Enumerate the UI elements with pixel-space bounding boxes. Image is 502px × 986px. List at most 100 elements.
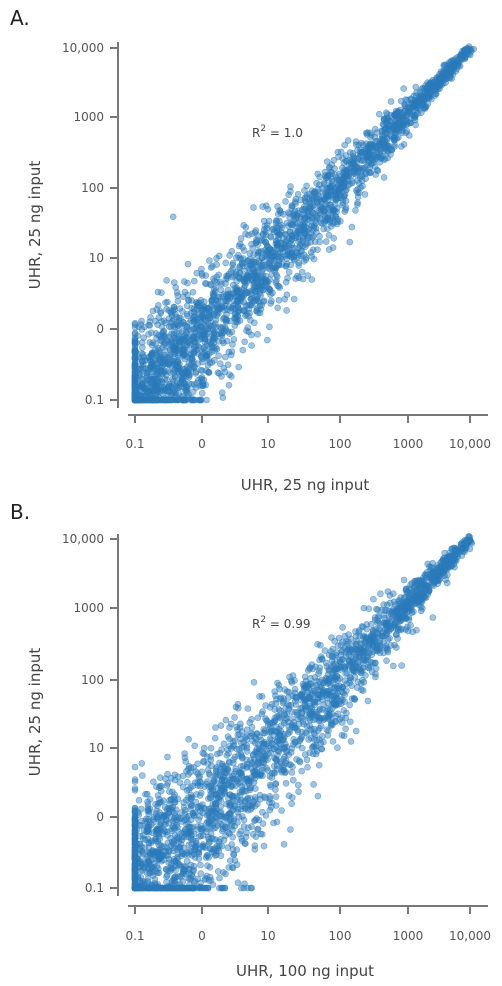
data-point: [418, 85, 426, 93]
data-point: [315, 761, 323, 769]
data-point: [212, 724, 219, 731]
data-point: [259, 708, 266, 715]
data-point: [325, 651, 333, 659]
data-point: [204, 852, 211, 860]
data-point: [222, 259, 229, 267]
data-point: [205, 809, 213, 816]
data-point: [145, 330, 152, 338]
data-point: [244, 806, 252, 814]
data-point: [156, 822, 163, 830]
data-point: [289, 776, 297, 784]
data-point: [181, 336, 189, 344]
y-tick-label: 10: [89, 251, 104, 265]
data-point: [288, 769, 296, 776]
data-point: [316, 173, 324, 181]
data-point: [287, 183, 294, 190]
data-point: [170, 279, 178, 286]
data-point: [287, 826, 294, 833]
data-point: [329, 244, 337, 251]
data-point: [376, 140, 384, 148]
data-point: [207, 309, 215, 316]
data-point: [220, 364, 228, 372]
data-point: [131, 329, 139, 337]
data-point: [165, 315, 173, 322]
data-point: [317, 722, 325, 730]
data-point: [292, 275, 299, 282]
data-point: [388, 615, 395, 623]
data-point: [131, 776, 139, 783]
data-point: [251, 739, 259, 747]
data-point: [340, 176, 348, 183]
data-point: [162, 299, 169, 307]
data-point: [295, 757, 303, 765]
data-point: [285, 751, 293, 759]
data-point: [263, 221, 271, 229]
data-point: [193, 325, 201, 332]
data-point: [301, 702, 309, 710]
data-point: [192, 370, 200, 377]
data-point: [248, 331, 255, 339]
data-point: [384, 136, 391, 143]
data-point: [146, 322, 154, 329]
data-point: [181, 288, 189, 296]
data-point: [325, 232, 333, 239]
data-point: [274, 304, 282, 312]
data-point: [211, 734, 219, 742]
data-point: [175, 349, 183, 357]
data-point: [185, 736, 192, 743]
data-point: [288, 708, 296, 715]
data-point: [300, 257, 308, 265]
data-point: [225, 381, 233, 389]
data-point: [219, 394, 227, 401]
data-point: [159, 344, 166, 351]
data-point: [232, 305, 239, 313]
data-point: [394, 120, 401, 127]
data-point: [265, 251, 273, 259]
data-point: [277, 254, 284, 262]
data-point: [235, 363, 242, 371]
data-point: [220, 740, 228, 748]
data-point: [228, 348, 236, 355]
data-point: [443, 75, 451, 82]
data-point: [288, 721, 296, 729]
data-point: [216, 278, 224, 286]
data-point: [235, 251, 242, 259]
data-point: [145, 859, 152, 866]
x-tick-label: 1000: [393, 437, 424, 451]
data-point: [313, 179, 320, 187]
data-point: [131, 340, 139, 348]
data-point: [285, 268, 293, 276]
data-point: [306, 717, 314, 724]
data-point: [466, 537, 474, 544]
data-point: [213, 261, 220, 268]
data-point: [273, 245, 281, 253]
data-point: [222, 716, 230, 724]
data-point: [266, 806, 274, 814]
data-point: [179, 378, 186, 386]
data-point: [194, 350, 202, 357]
data-point: [261, 755, 269, 763]
data-point: [227, 857, 234, 865]
data-point: [222, 353, 229, 361]
data-point: [237, 827, 245, 835]
data-point: [244, 794, 251, 802]
data-point: [314, 199, 321, 206]
data-point: [216, 323, 224, 331]
data-point: [198, 270, 206, 277]
data-point: [211, 277, 218, 285]
data-point: [323, 158, 331, 165]
data-point: [219, 337, 226, 345]
data-point: [285, 792, 293, 800]
data-point: [287, 261, 295, 269]
data-point: [364, 697, 372, 705]
data-point: [342, 206, 349, 213]
data-point: [334, 148, 342, 156]
data-point: [397, 143, 405, 150]
data-point: [187, 768, 194, 776]
y-tick-label: 10,000: [62, 41, 104, 55]
data-point: [283, 291, 291, 299]
x-tick-label: 0: [198, 437, 206, 451]
x-tick-label: 10,000: [449, 437, 491, 451]
data-point: [197, 822, 205, 830]
data-point: [229, 341, 236, 348]
